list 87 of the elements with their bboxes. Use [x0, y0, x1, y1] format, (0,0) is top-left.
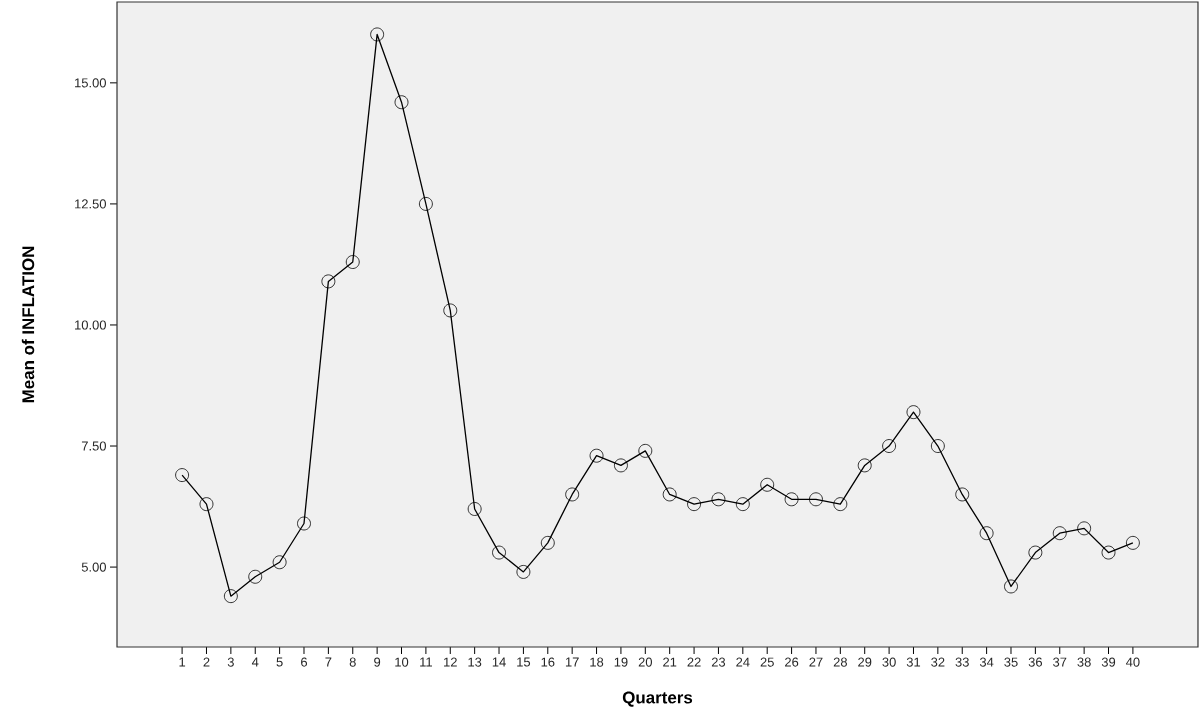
- x-tick-label: 17: [565, 657, 579, 667]
- x-tick-label: 22: [687, 657, 701, 667]
- x-tick-label: 27: [809, 657, 823, 667]
- point: [1125, 535, 1140, 550]
- x-tick-label: 24: [736, 657, 750, 667]
- point: [711, 492, 726, 507]
- point: [248, 569, 263, 584]
- point: [784, 492, 799, 507]
- x-tick-label: 39: [1101, 657, 1116, 667]
- x-tick-label: 15: [517, 657, 531, 667]
- x-tick-label: 32: [931, 657, 945, 667]
- point: [321, 274, 336, 289]
- point: [687, 497, 701, 512]
- point: [638, 443, 653, 458]
- x-tick-label: 37: [1053, 657, 1067, 667]
- point: [955, 487, 970, 502]
- x-tick-label: 6: [301, 657, 308, 667]
- x-tick-label: 33: [955, 657, 969, 667]
- x-tick-label: 31: [906, 657, 921, 667]
- point: [565, 487, 580, 502]
- x-tick-label: 11: [420, 657, 432, 667]
- x-tick-label: 23: [711, 657, 726, 667]
- point: [906, 405, 921, 420]
- x-tick-label: 40: [1125, 657, 1140, 667]
- point: [394, 95, 409, 110]
- x-tick-label: 18: [590, 657, 604, 667]
- x-tick-label: 28: [833, 657, 847, 667]
- point: [979, 526, 994, 541]
- x-tick-label: 3: [227, 657, 234, 667]
- x-tick-label: 20: [638, 657, 653, 667]
- point: [735, 497, 750, 512]
- point: [223, 589, 238, 604]
- x-tick-label: 10: [395, 657, 409, 667]
- point: [443, 303, 458, 318]
- point: [345, 255, 360, 269]
- x-tick-label: 1: [179, 657, 186, 667]
- point: [882, 439, 896, 453]
- x-tick-label: 35: [1004, 657, 1018, 667]
- x-tick-label: 19: [614, 657, 628, 667]
- point: [199, 497, 214, 512]
- x-axis-title: Quarters: [622, 691, 693, 707]
- x-tick-label: 16: [541, 657, 555, 667]
- point: [1052, 526, 1067, 541]
- point: [809, 492, 823, 507]
- point: [614, 458, 628, 473]
- point: [1004, 579, 1018, 594]
- x-tick-label: 2: [203, 657, 210, 667]
- y-axis-title: Mean of INFLATION: [21, 246, 35, 403]
- x-tick-label: 29: [858, 657, 872, 667]
- x-tick-label: 30: [882, 657, 896, 667]
- x-tick-label: 9: [374, 657, 381, 667]
- x-tick-label: 7: [325, 657, 332, 667]
- x-tick-label: 4: [251, 657, 259, 667]
- point: [492, 545, 506, 560]
- x-tick-label: 8: [349, 657, 356, 667]
- point: [370, 27, 385, 42]
- point: [1077, 521, 1092, 536]
- point: [1101, 545, 1116, 560]
- x-tick-label: 13: [468, 657, 482, 667]
- point: [418, 197, 433, 211]
- point: [467, 502, 482, 516]
- x-tick-label: 38: [1077, 657, 1091, 667]
- point: [930, 439, 945, 453]
- point: [272, 555, 287, 570]
- y-tick-label: 12.50: [75, 199, 106, 209]
- point: [1028, 545, 1043, 560]
- x-tick-label: 34: [979, 657, 994, 667]
- y-tick-label: 5.00: [81, 562, 106, 572]
- x-tick-label: 21: [663, 657, 677, 667]
- x-tick-label: 25: [760, 657, 774, 667]
- point: [540, 535, 555, 550]
- point: [760, 477, 775, 492]
- point: [516, 565, 531, 579]
- x-tick-label: 14: [492, 657, 506, 667]
- x-tick-label: 26: [785, 657, 799, 667]
- x-tick-label: 12: [444, 657, 457, 667]
- x-tick-label: 36: [1028, 657, 1043, 667]
- point: [662, 487, 677, 502]
- point: [589, 448, 604, 463]
- y-tick-label: 7.50: [81, 441, 106, 451]
- point: [833, 497, 848, 512]
- y-tick-label: 10.00: [75, 320, 106, 330]
- point: [297, 516, 311, 531]
- y-tick-label: 15.00: [75, 78, 106, 88]
- x-tick-label: 5: [276, 657, 283, 667]
- point: [175, 468, 189, 482]
- point: [857, 458, 872, 473]
